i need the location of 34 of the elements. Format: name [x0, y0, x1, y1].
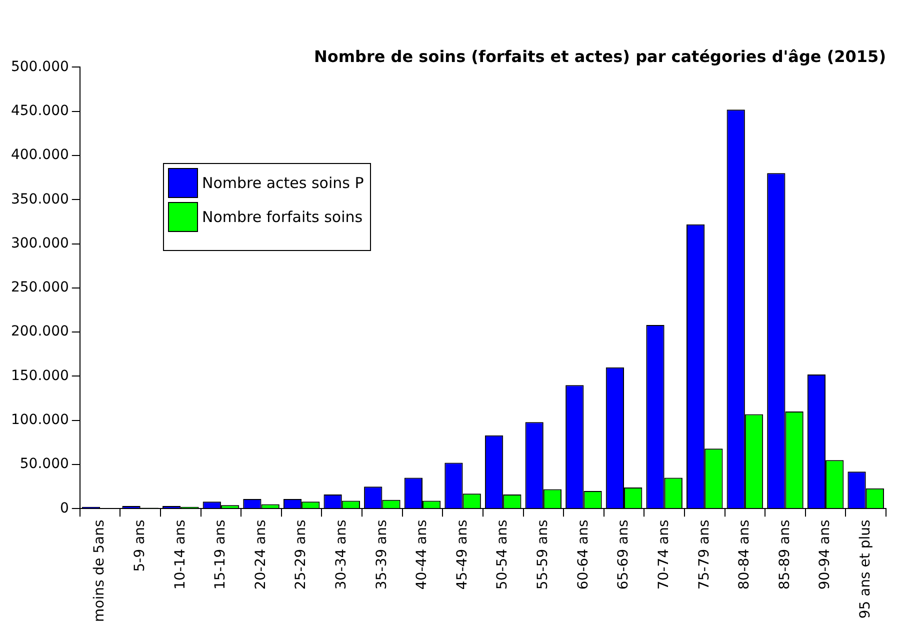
x-tick-label: 50-54 ans — [494, 520, 511, 590]
y-tick-label: 0 — [60, 500, 69, 516]
x-tick-label: 25-29 ans — [293, 520, 310, 590]
chart-title: Nombre de soins (forfaits et actes) par catégories d'âge (2015) — [314, 46, 886, 66]
y-tick-label: 100.000 — [10, 412, 69, 428]
y-tick-label: 350.000 — [10, 191, 69, 208]
x-tick-label: 40-44 ans — [414, 520, 430, 590]
y-tick-label: 400.000 — [10, 147, 69, 164]
x-tick-label: 70-74 ans — [656, 520, 672, 590]
legend-label: Nombre actes soins P — [202, 174, 364, 192]
y-tick-label: 500.000 — [10, 58, 69, 75]
y-tick-label: 450.000 — [10, 102, 69, 119]
x-tick-label: 85-89 ans — [776, 520, 793, 590]
x-tick-label: 65-69 ans — [616, 520, 632, 590]
x-tick-label: 20-24 ans — [252, 520, 269, 590]
y-tick-label: 50.000 — [20, 456, 69, 472]
x-tick-label: 15-19 ans — [212, 520, 229, 590]
x-tick-label: 30-34 ans — [334, 520, 350, 590]
y-tick-label: 150.000 — [10, 368, 69, 384]
x-tick-label: 75-79 ans — [696, 520, 712, 590]
x-tick-label: 95 ans et plus — [857, 520, 874, 619]
x-tick-label: 80-84 ans — [736, 520, 753, 590]
x-tick-label: 45-49 ans — [454, 520, 470, 590]
legend-label: Nombre forfaits soins — [202, 208, 363, 226]
y-tick-label: 250.000 — [10, 280, 69, 296]
x-tick-label: 55-59 ans — [535, 520, 552, 590]
x-tick-label: 35-39 ans — [374, 520, 390, 590]
x-tick-label: moins de 5ans — [92, 520, 108, 622]
x-tick-label: 10-14 ans — [172, 520, 188, 590]
y-tick-label: 200.000 — [10, 324, 69, 340]
x-tick-label: 90-94 ans — [817, 520, 834, 590]
x-tick-label: 5-9 ans — [132, 520, 148, 572]
y-tick-label: 300.000 — [10, 235, 69, 252]
x-tick-label: 60-64 ans — [575, 520, 592, 590]
